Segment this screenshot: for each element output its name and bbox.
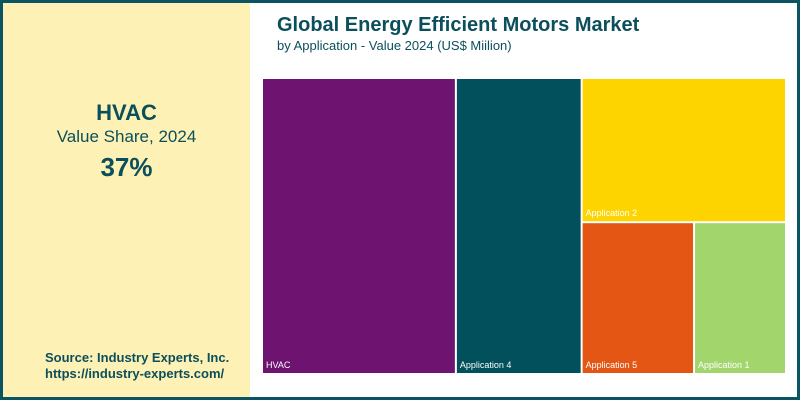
tile-application-4[interactable] — [456, 79, 581, 373]
tile-label-application-2: Application 2 — [586, 208, 638, 218]
kpi-title: HVAC — [96, 100, 157, 125]
source-link[interactable]: https://industry-experts.com/ — [45, 366, 225, 381]
tile-application-1[interactable] — [695, 223, 785, 373]
source-text: Source: Industry Experts, Inc. — [45, 350, 230, 365]
source-block: Source: Industry Experts, Inc. https://i… — [45, 350, 229, 382]
sidebar: HVAC Value Share, 2024 37% Source: Indus… — [3, 3, 250, 397]
chart-subtitle: by Application - Value 2024 (US$ Miilion… — [277, 38, 512, 53]
tile-application-5[interactable] — [582, 223, 694, 373]
chart-title: Global Energy Efficient Motors Market — [277, 14, 640, 36]
tile-label-application-4: Application 4 — [460, 360, 512, 370]
tile-hvac[interactable] — [263, 79, 455, 373]
treemap-chart: HVAC Application 4 Application 2 Applicatio… — [263, 79, 785, 373]
tile-application-2[interactable] — [582, 79, 785, 222]
tile-label-application-5: Application 5 — [586, 360, 638, 370]
tile-label-hvac: HVAC — [266, 360, 291, 370]
tile-label-application-1: Application 1 — [698, 360, 750, 370]
kpi-value: 37% — [100, 152, 153, 182]
kpi-subtitle: Value Share, 2024 — [56, 127, 197, 146]
kpi-block: HVAC Value Share, 2024 37% — [3, 100, 250, 184]
